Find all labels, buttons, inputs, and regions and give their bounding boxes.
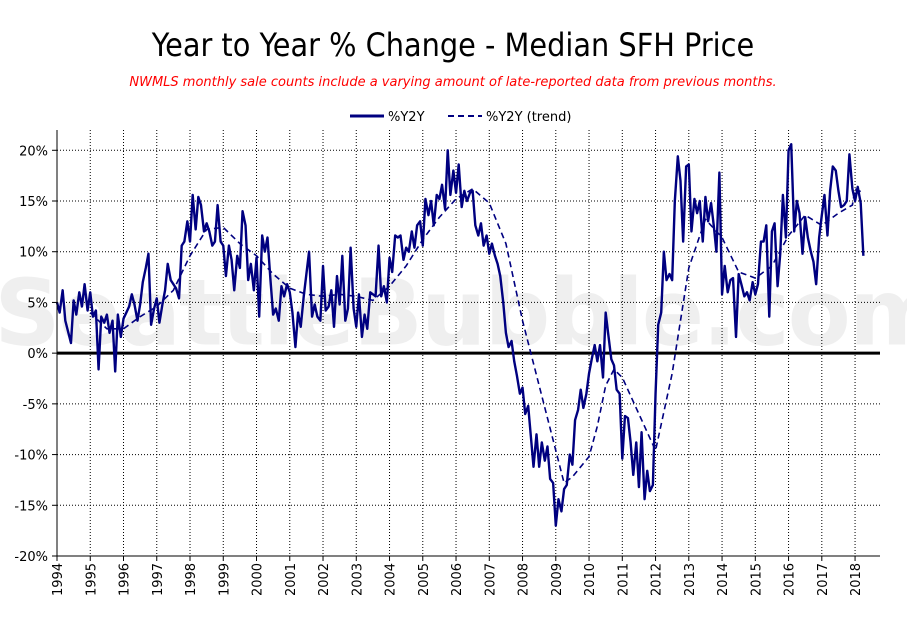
y-tick-label: -5% xyxy=(23,398,48,413)
x-tick-label: 1995 xyxy=(84,563,99,596)
x-tick-label: 2008 xyxy=(517,563,532,596)
x-tick-label: 2001 xyxy=(284,563,299,596)
x-tick-label: 1996 xyxy=(118,563,133,596)
x-tick-label: 1997 xyxy=(151,563,166,596)
x-tick-label: 1994 xyxy=(51,563,66,596)
x-tick-label: 2016 xyxy=(783,563,798,596)
y-tick-label: 15% xyxy=(19,195,48,210)
legend-label-y2y: %Y2Y xyxy=(388,110,425,125)
x-tick-label: 2013 xyxy=(683,563,698,596)
x-tick-label: 2018 xyxy=(849,563,864,596)
x-tick-label: 1998 xyxy=(184,563,199,596)
x-tick-label: 2012 xyxy=(650,563,665,596)
legend: %Y2Y %Y2Y (trend) xyxy=(350,110,571,125)
x-tick-label: 2004 xyxy=(384,563,399,596)
x-tick-label: 1999 xyxy=(217,563,232,596)
y-tick-label: 20% xyxy=(19,144,48,159)
x-tick-label: 2006 xyxy=(450,563,465,596)
x-tick-labels: 1994 1995 1996 1997 1998 1999 2000 2001 2002 2003… xyxy=(51,563,864,596)
x-tick-label: 2005 xyxy=(417,563,432,596)
x-tick-label: 2014 xyxy=(716,563,731,596)
chart-title: Year to Year % Change - Median SFH Price xyxy=(151,26,754,64)
series-layer xyxy=(55,143,865,527)
axis-layer xyxy=(52,130,880,561)
series-line-y2y xyxy=(55,143,865,527)
x-tick-label: 2003 xyxy=(350,563,365,596)
y-tick-label: -10% xyxy=(14,449,48,464)
y-tick-label: 0% xyxy=(27,347,48,362)
x-tick-label: 2000 xyxy=(251,563,266,596)
x-tick-label: 2011 xyxy=(616,563,631,596)
x-tick-label: 2015 xyxy=(749,563,764,596)
y-tick-label: -15% xyxy=(14,499,48,514)
chart-subtitle: NWMLS monthly sale counts include a vary… xyxy=(129,75,776,90)
legend-label-trend: %Y2Y (trend) xyxy=(486,110,571,125)
x-tick-label: 2010 xyxy=(583,563,598,596)
x-tick-label: 2017 xyxy=(816,563,831,596)
series-line-trend xyxy=(89,188,864,484)
y-tick-label: -20% xyxy=(14,550,48,565)
y-tick-label: 5% xyxy=(27,296,48,311)
plot-area: SeattleBubble.com 20%15%10%5%0%-5%-10%-1… xyxy=(0,130,907,596)
x-tick-label: 2009 xyxy=(550,563,565,596)
x-tick-label: 2002 xyxy=(317,563,332,596)
y-tick-labels: 20% 15% 10% 5% 0% -5% -10% -15% -20% xyxy=(14,144,48,565)
x-tick-label: 2007 xyxy=(483,563,498,596)
y-tick-label: 10% xyxy=(19,246,48,261)
